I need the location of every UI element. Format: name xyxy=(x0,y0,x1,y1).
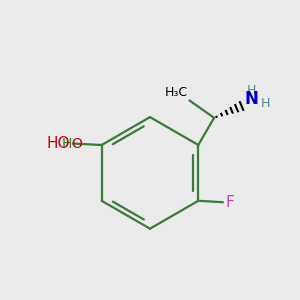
Text: O: O xyxy=(72,136,83,151)
Text: F: F xyxy=(226,195,234,210)
Text: H₃C: H₃C xyxy=(165,86,188,99)
Text: H: H xyxy=(260,97,270,110)
Text: N: N xyxy=(244,90,258,108)
Text: H: H xyxy=(247,84,256,97)
Text: HO: HO xyxy=(47,136,70,151)
Text: H: H xyxy=(61,136,72,151)
